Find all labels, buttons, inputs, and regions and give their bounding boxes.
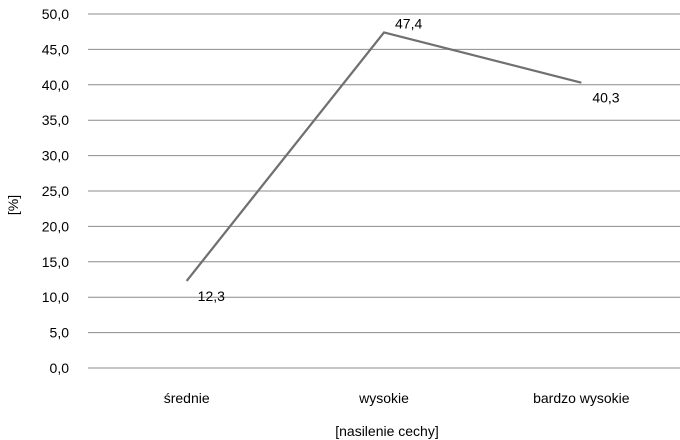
series-line-0 bbox=[185, 31, 582, 282]
x-tick-label: średnie bbox=[164, 390, 210, 406]
series-group bbox=[185, 31, 582, 282]
y-axis-ticks: 0,0 5,0 10,0 15,0 20,0 25,0 30,0 35,0 40,0 45,0 50… bbox=[42, 6, 69, 376]
y-tick-label: 20,0 bbox=[42, 218, 69, 234]
y-tick-label: 30,0 bbox=[42, 148, 69, 164]
data-label: 40,3 bbox=[592, 90, 619, 106]
x-axis-title: [nasilenie cechy] bbox=[335, 423, 439, 439]
data-labels: 12,3 47,4 40,3 bbox=[198, 15, 620, 304]
x-tick-label: bardzo wysokie bbox=[533, 390, 630, 406]
x-tick-label: wysokie bbox=[358, 390, 409, 406]
data-label: 12,3 bbox=[198, 288, 225, 304]
y-tick-label: 35,0 bbox=[42, 112, 69, 128]
y-axis-title: [%] bbox=[5, 195, 21, 215]
y-tick-label: 15,0 bbox=[42, 254, 69, 270]
y-tick-label: 25,0 bbox=[42, 183, 69, 199]
y-tick-label: 0,0 bbox=[50, 360, 70, 376]
data-label: 47,4 bbox=[395, 15, 422, 31]
y-tick-label: 40,0 bbox=[42, 77, 69, 93]
y-tick-label: 5,0 bbox=[50, 325, 70, 341]
gridlines bbox=[88, 13, 680, 369]
x-axis-ticks: średnie wysokie bardzo wysokie bbox=[164, 390, 630, 406]
y-tick-label: 10,0 bbox=[42, 289, 69, 305]
y-tick-label: 50,0 bbox=[42, 6, 69, 22]
y-tick-label: 45,0 bbox=[42, 41, 69, 57]
